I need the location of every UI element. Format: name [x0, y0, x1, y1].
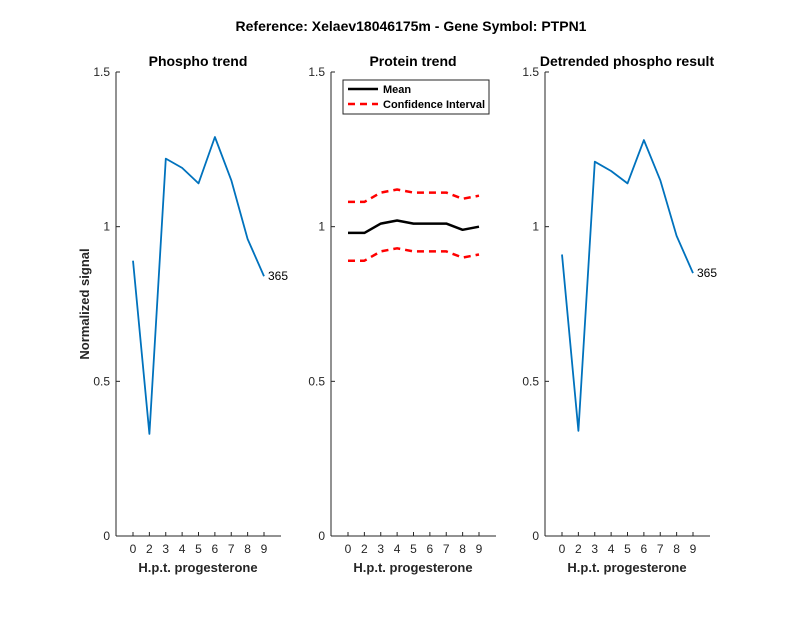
x-tick-label: 6 — [427, 542, 434, 556]
x-tick-label: 3 — [162, 542, 169, 556]
panel-detrended-phospho-result: Detrended phospho result H.p.t. progeste… — [522, 53, 717, 575]
x-tick-label: 7 — [657, 542, 664, 556]
series-mean-line — [348, 219, 480, 235]
x-tick-label: 0 — [559, 542, 566, 556]
x-tick-label: 4 — [179, 542, 186, 556]
y-tick-label: 0.5 — [93, 374, 110, 388]
y-tick-label: 1 — [103, 220, 110, 234]
legend-entry-confidence-interval: Confidence Interval — [383, 99, 485, 111]
x-tick-label: 4 — [394, 542, 401, 556]
y-tick-label: 0 — [532, 529, 539, 543]
x-tick-label: 7 — [443, 542, 450, 556]
series-end-label: 365 — [697, 266, 717, 280]
x-tick-label: 3 — [377, 542, 384, 556]
panel-title: Protein trend — [369, 53, 456, 69]
y-tick-label: 1.5 — [308, 65, 325, 79]
x-axis-label: H.p.t. progesterone — [138, 560, 257, 575]
x-tick-label: 9 — [690, 542, 697, 556]
panel-phospho-trend: Phospho trend Normalized signal H.p.t. p… — [77, 53, 288, 575]
y-tick-label: 1.5 — [522, 65, 539, 79]
legend-box — [342, 79, 490, 115]
x-tick-label: 8 — [459, 542, 466, 556]
x-tick-label: 7 — [228, 542, 235, 556]
legend: Mean Confidence Interval — [342, 79, 490, 115]
x-tick-label: 2 — [575, 542, 582, 556]
x-tick-label: 8 — [244, 542, 251, 556]
x-tick-label: 5 — [624, 542, 631, 556]
x-tick-label: 5 — [195, 542, 202, 556]
panel-title: Phospho trend — [149, 53, 248, 69]
x-tick-label: 4 — [608, 542, 615, 556]
panel-protein-trend: Protein trend H.p.t. progesterone 0 0.5 1 1… — [308, 53, 496, 575]
x-tick-label: 0 — [130, 542, 137, 556]
legend-entry-mean: Mean — [383, 84, 411, 96]
y-tick-label: 1.5 — [93, 65, 110, 79]
series-line-2 — [348, 247, 480, 262]
x-tick-label: 2 — [146, 542, 153, 556]
x-tick-label: 9 — [261, 542, 268, 556]
x-tick-label: 6 — [212, 542, 219, 556]
panel-title: Detrended phospho result — [540, 53, 715, 69]
x-axis-label: H.p.t. progesterone — [567, 560, 686, 575]
x-tick-label: 8 — [673, 542, 680, 556]
series-confidence-interval-line — [348, 188, 480, 204]
y-axis-label: Normalized signal — [77, 248, 92, 359]
x-axis-label: H.p.t. progesterone — [353, 560, 472, 575]
y-tick-label: 0.5 — [522, 374, 539, 388]
x-tick-label: 5 — [410, 542, 417, 556]
y-tick-label: 0.5 — [308, 374, 325, 388]
x-tick-label: 3 — [591, 542, 598, 556]
series-line-0 — [132, 136, 265, 435]
y-tick-label: 0 — [318, 529, 325, 543]
x-tick-label: 2 — [361, 542, 368, 556]
x-tick-label: 9 — [476, 542, 483, 556]
x-tick-label: 0 — [345, 542, 352, 556]
y-tick-label: 1 — [318, 220, 325, 234]
y-tick-label: 0 — [103, 529, 110, 543]
series-line-0 — [561, 139, 694, 432]
series-end-label: 365 — [268, 269, 288, 283]
y-tick-label: 1 — [532, 220, 539, 234]
figure-title: Reference: Xelaev18046175m - Gene Symbol… — [236, 18, 587, 34]
x-tick-label: 6 — [641, 542, 648, 556]
